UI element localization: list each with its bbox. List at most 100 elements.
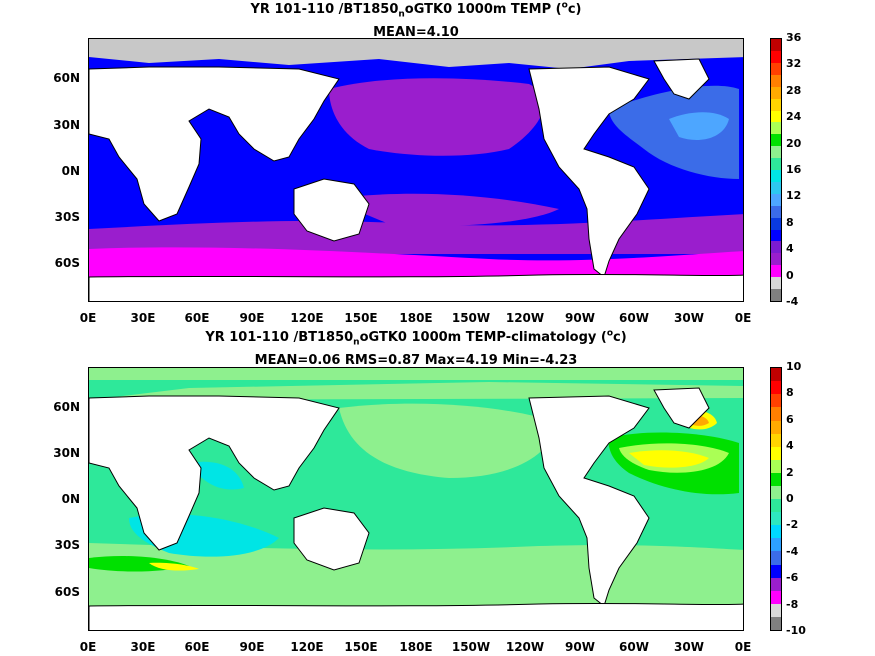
bottom-lon-label: 120E	[290, 640, 324, 654]
bottom-map-svg	[89, 368, 743, 630]
top-lat-label: 30S	[54, 210, 80, 224]
colorbar-label: 16	[786, 163, 802, 176]
bottom-lat-label: 30N	[53, 446, 80, 460]
top-lon-label: 150W	[451, 311, 491, 325]
top-lon-label: 60E	[184, 311, 210, 325]
bottom-lon-label: 0E	[79, 640, 97, 654]
bottom-lon-label: 90E	[239, 640, 265, 654]
top-lat-label: 60S	[54, 256, 80, 270]
top-title-line1: YR 101-110 /BT1850noGTK0 1000m TEMP (oc)	[250, 1, 582, 20]
bottom-lon-label: 30W	[674, 640, 704, 654]
colorbar-swatch	[771, 158, 781, 171]
colorbar-swatch	[771, 459, 781, 473]
colorbar-swatch	[771, 603, 781, 617]
colorbar-label: -10	[786, 624, 806, 637]
colorbar-label: 8	[786, 215, 794, 229]
top-lon-label: 150E	[344, 311, 378, 325]
top-panel-title: YR 101-110 /BT1850noGTK0 1000m TEMP (oc)…	[88, 0, 744, 41]
colorbar-swatch	[771, 525, 781, 539]
top-lat-label: 30N	[53, 118, 80, 132]
colorbar-swatch	[771, 433, 781, 447]
colorbar-swatch	[771, 253, 781, 266]
colorbar-swatch	[771, 74, 781, 87]
bottom-map-panel	[88, 367, 744, 631]
colorbar-swatch	[771, 146, 781, 159]
bottom-lon-label: 60E	[184, 640, 210, 654]
colorbar-swatch	[771, 170, 781, 182]
colorbar-swatch	[771, 98, 781, 111]
colorbar-swatch	[771, 394, 781, 408]
colorbar-label: 32	[786, 57, 802, 71]
colorbar-swatch	[771, 241, 781, 254]
top-lat-label: 60N	[53, 71, 80, 85]
colorbar-label: -4	[786, 295, 799, 308]
colorbar-swatch	[771, 277, 781, 290]
colorbar-label: 10	[786, 360, 802, 373]
colorbar-label: 4	[786, 439, 794, 453]
colorbar-swatch	[771, 289, 781, 301]
bottom-title-stats: MEAN=0.06 RMS=0.87 Max=4.19 Min=-4.23	[254, 352, 578, 368]
colorbar-label: 12	[786, 189, 802, 203]
colorbar-swatch	[771, 134, 781, 147]
colorbar-swatch	[771, 499, 781, 513]
bottom-lon-label: 90W	[565, 640, 595, 654]
top-lon-label: 180E	[399, 311, 433, 325]
colorbar-swatch	[771, 50, 781, 63]
colorbar-label: 0	[786, 268, 794, 282]
colorbar-label: -6	[786, 571, 799, 585]
colorbar-swatch	[771, 217, 781, 230]
colorbar-swatch	[771, 420, 781, 434]
colorbar-swatch	[771, 616, 781, 630]
colorbar-label: 4	[786, 242, 794, 256]
bottom-lon-label: 60W	[619, 640, 649, 654]
bottom-lat-label: 60N	[53, 400, 80, 414]
colorbar-swatch	[771, 472, 781, 486]
top-lon-label: 30W	[674, 311, 704, 325]
colorbar-swatch	[771, 265, 781, 278]
colorbar-swatch	[771, 538, 781, 552]
top-lon-label: 0E	[734, 311, 752, 325]
top-lon-label: 120E	[290, 311, 324, 325]
colorbar-label: -2	[786, 518, 799, 532]
colorbar-swatch	[771, 368, 781, 382]
colorbar-swatch	[771, 551, 781, 565]
colorbar-label: 36	[786, 31, 802, 44]
colorbar-label: 20	[786, 136, 802, 150]
top-lat-label: 0N	[61, 164, 80, 178]
top-lon-label: 0E	[79, 311, 97, 325]
colorbar-label: 0	[786, 492, 794, 505]
bottom-lon-label: 150E	[344, 640, 378, 654]
colorbar-swatch	[771, 381, 781, 395]
colorbar-swatch	[771, 181, 781, 194]
colorbar-swatch	[771, 62, 781, 75]
colorbar-label: 2	[786, 465, 794, 479]
bottom-panel-title: YR 101-110 /BT1850noGTK0 1000m TEMP-clim…	[88, 326, 744, 369]
colorbar-swatch	[771, 446, 781, 460]
bottom-lon-label: 0E	[734, 640, 752, 654]
colorbar-label: -4	[786, 544, 799, 558]
colorbar-swatch	[771, 205, 781, 218]
bottom-lat-label: 30S	[54, 538, 80, 552]
top-lon-label: 120W	[505, 311, 545, 325]
top-lon-label: 60W	[619, 311, 649, 325]
bottom-title-line1: YR 101-110 /BT1850noGTK0 1000m TEMP-clim…	[205, 329, 627, 348]
top-colorbar	[770, 38, 782, 302]
colorbar-swatch	[771, 229, 781, 242]
bottom-lat-label: 0N	[61, 492, 80, 506]
colorbar-label: -8	[786, 597, 799, 611]
bottom-lon-label: 30E	[130, 640, 156, 654]
colorbar-swatch	[771, 512, 781, 526]
colorbar-label: 24	[786, 110, 802, 124]
colorbar-swatch	[771, 407, 781, 421]
top-map-panel	[88, 38, 744, 302]
colorbar-swatch	[771, 110, 781, 123]
colorbar-swatch	[771, 577, 781, 591]
colorbar-swatch	[771, 122, 781, 135]
colorbar-label: 6	[786, 412, 794, 426]
colorbar-swatch	[771, 564, 781, 578]
colorbar-swatch	[771, 485, 781, 500]
top-lon-label: 90W	[565, 311, 595, 325]
colorbar-swatch	[771, 590, 781, 604]
bottom-lon-label: 120W	[505, 640, 545, 654]
bottom-lon-label: 180E	[399, 640, 433, 654]
